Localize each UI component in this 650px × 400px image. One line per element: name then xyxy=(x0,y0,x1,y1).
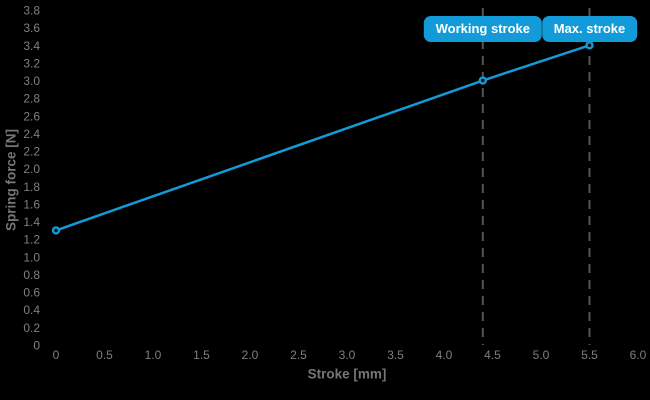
y-tick-label: 1.8 xyxy=(23,180,40,194)
working-stroke-badge: Working stroke xyxy=(423,16,542,42)
y-tick-label: 1.0 xyxy=(23,250,40,264)
y-tick-label: 1.6 xyxy=(23,197,40,211)
x-tick-label: 3.5 xyxy=(387,348,404,362)
data-point-marker-center xyxy=(587,43,592,48)
x-tick-label: 0 xyxy=(53,348,60,362)
x-tick-label: 5.5 xyxy=(581,348,598,362)
data-point-marker-center xyxy=(481,78,485,83)
x-tick-label: 3.0 xyxy=(339,348,356,362)
y-tick-label: 3.4 xyxy=(23,39,40,53)
y-tick-label: 2.6 xyxy=(23,109,40,123)
y-tick-label: 0.4 xyxy=(23,303,40,317)
data-point-marker-center xyxy=(54,228,58,233)
y-tick-label: 2.8 xyxy=(23,92,40,106)
x-tick-label: 0.5 xyxy=(96,348,113,362)
x-tick-label: 4.0 xyxy=(436,348,453,362)
x-tick-label: 2.5 xyxy=(290,348,307,362)
y-tick-label: 2.0 xyxy=(23,162,40,176)
y-tick-label: 0.8 xyxy=(23,268,40,282)
y-tick-label: 2.4 xyxy=(23,127,40,141)
y-axis-title: Spring force [N] xyxy=(3,128,19,232)
x-axis-title: Stroke [mm] xyxy=(307,366,387,382)
annotation-dashed-lines xyxy=(481,8,591,345)
y-tick-label: 3.6 xyxy=(23,21,40,35)
y-tick-label: 1.2 xyxy=(23,233,40,247)
x-tick-label: 1.5 xyxy=(193,348,210,362)
y-tick-label: 1.4 xyxy=(23,215,40,229)
series-markers xyxy=(51,41,594,235)
x-tick-label: 4.5 xyxy=(484,348,501,362)
y-tick-label: 3.0 xyxy=(23,74,40,88)
y-tick-label: 0 xyxy=(33,339,40,353)
y-tick-label: 0.6 xyxy=(23,286,40,300)
series-line xyxy=(54,44,591,232)
y-tick-label: 0.2 xyxy=(23,321,40,335)
y-tick-label: 2.2 xyxy=(23,145,40,159)
y-tick-label: 3.8 xyxy=(23,4,40,18)
x-tick-label: 2.0 xyxy=(242,348,259,362)
x-tick-label: 1.0 xyxy=(145,348,162,362)
x-axis-tick-labels: 0 0.5 1.0 1.5 2.0 2.5 3.0 3.5 4.0 4.5 5.0 5.5 6.0 xyxy=(53,348,647,362)
max-stroke-badge: Max. stroke xyxy=(541,16,638,42)
x-tick-label: 6.0 xyxy=(630,348,647,362)
y-tick-label: 3.2 xyxy=(23,56,40,70)
series-lines xyxy=(54,44,591,232)
y-axis-tick-labels: 0 0.2 0.4 0.6 0.8 1.0 1.2 1.4 1.6 1.8 2.0 2.2 2.4 2.6… xyxy=(23,4,40,353)
x-tick-label: 5.0 xyxy=(533,348,550,362)
